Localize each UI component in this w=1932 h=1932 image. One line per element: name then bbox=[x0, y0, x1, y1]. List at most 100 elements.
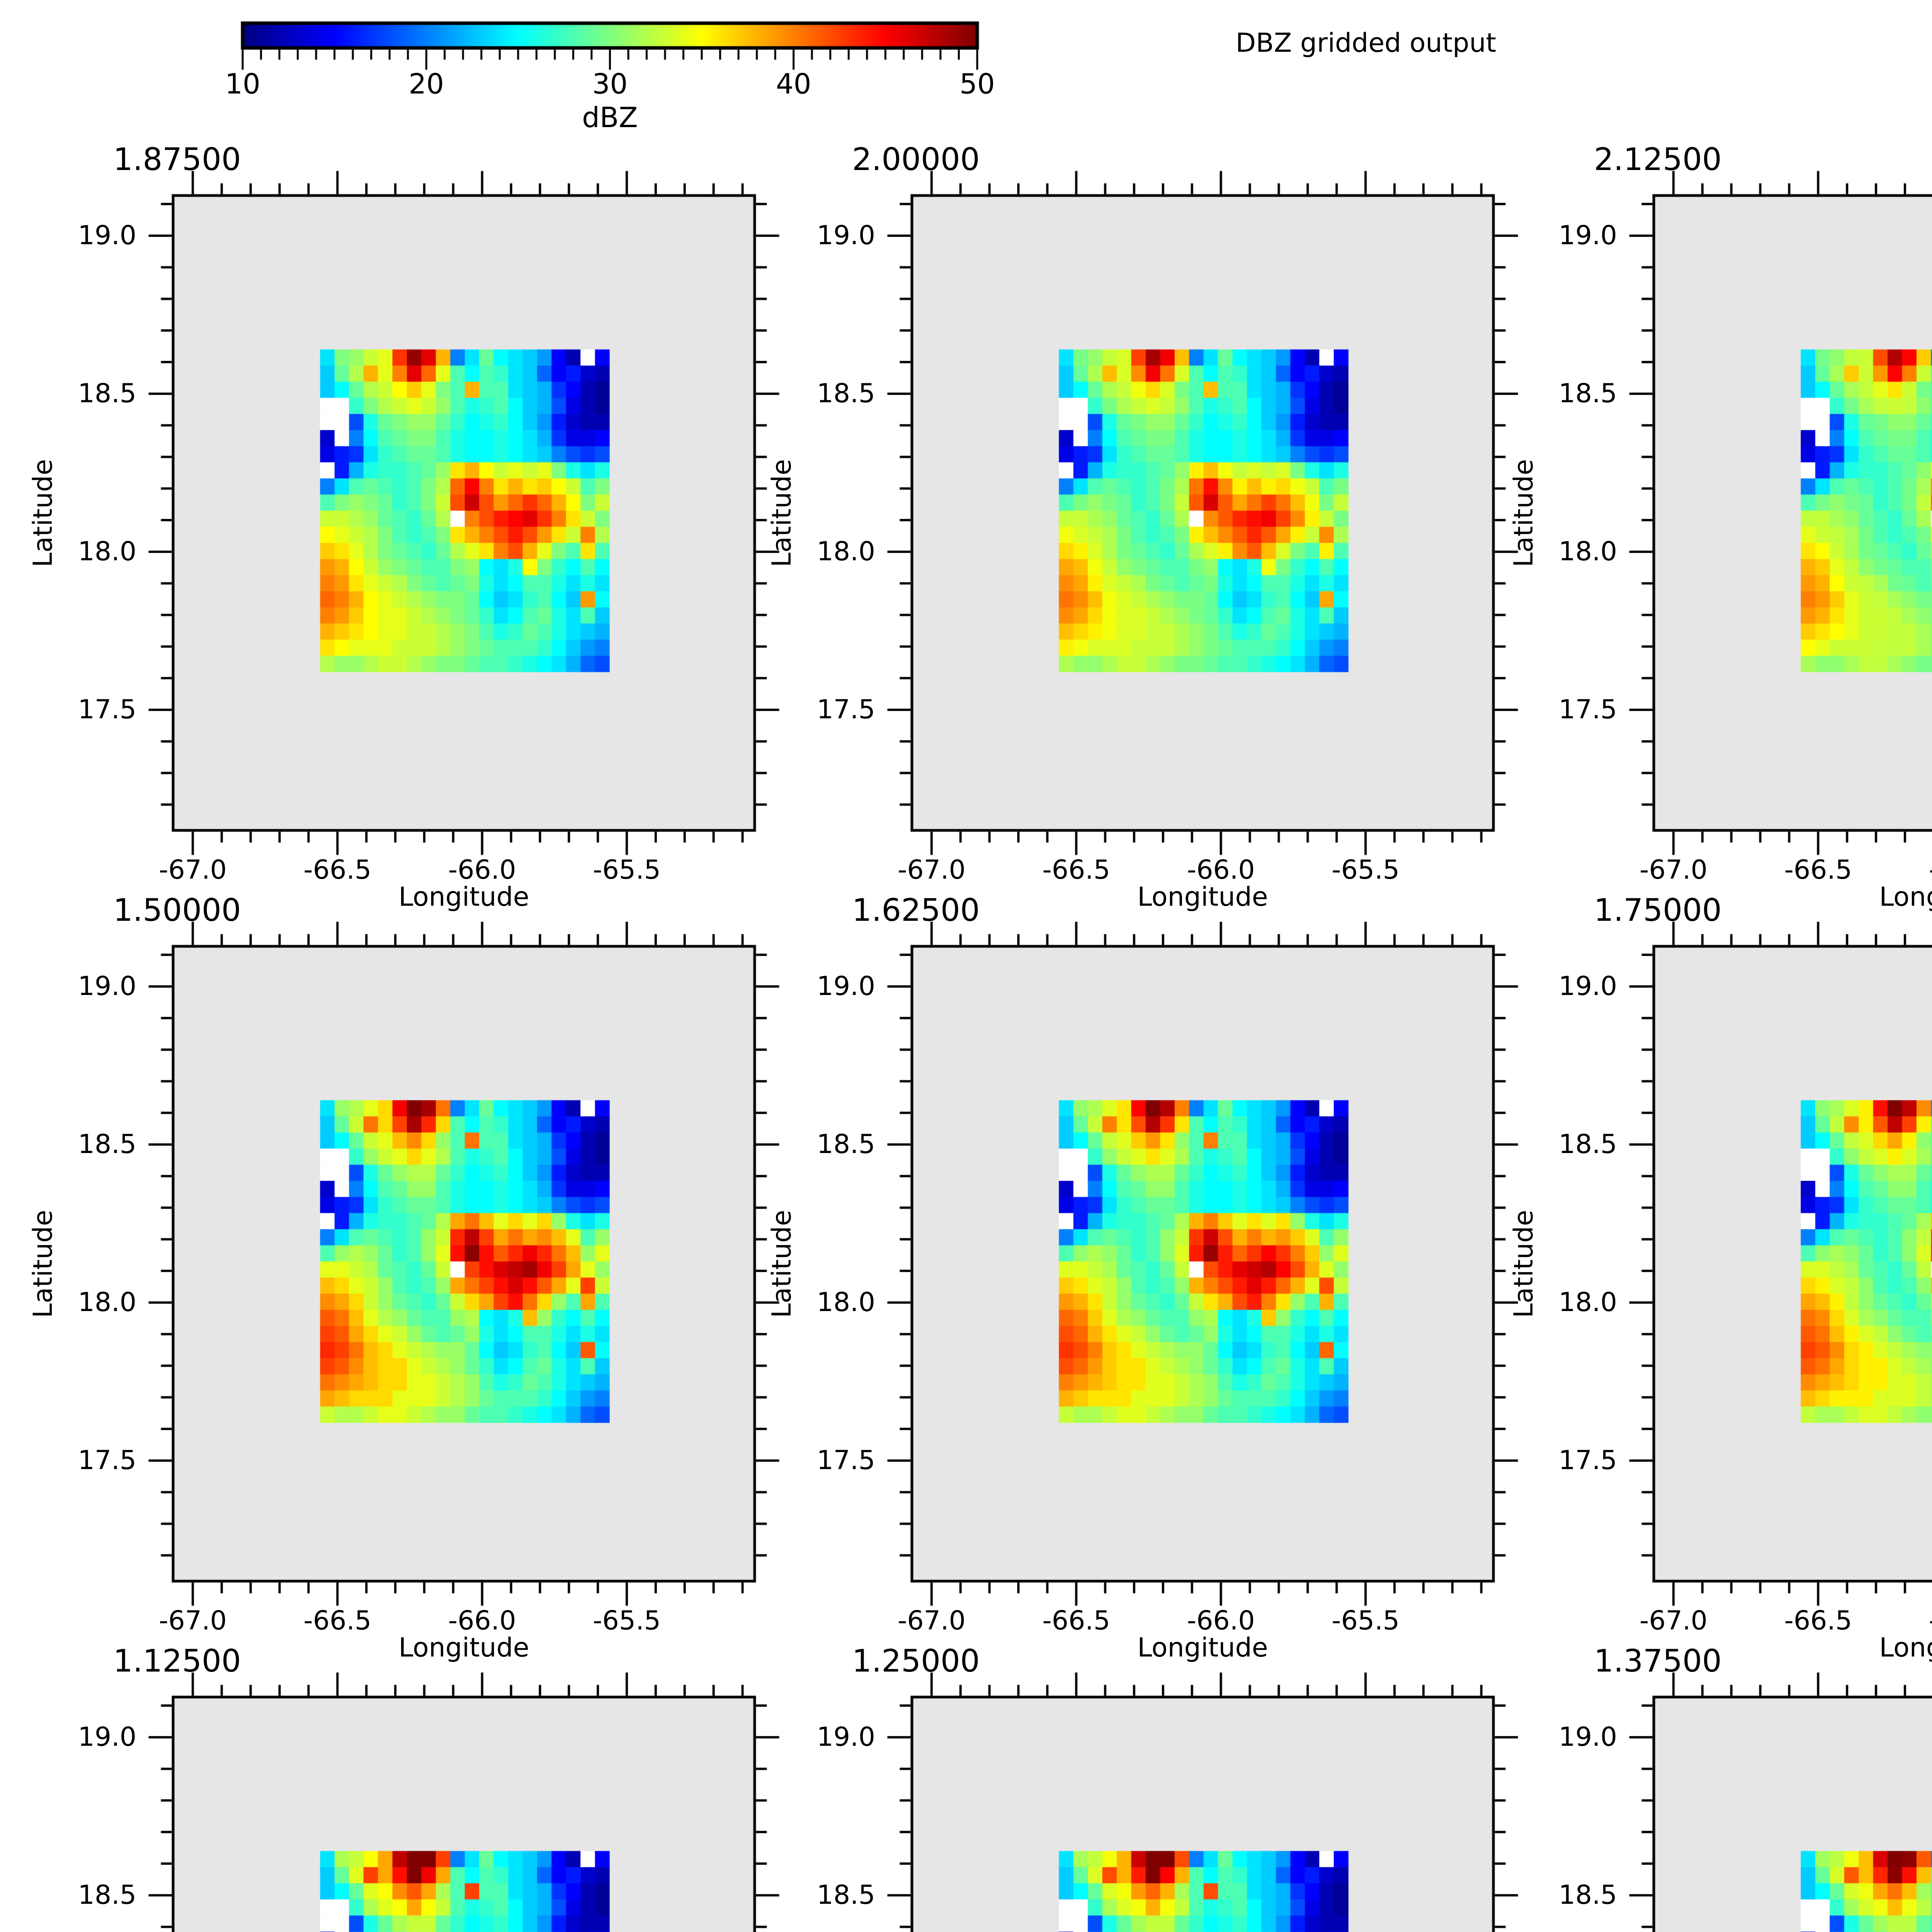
y-tick-label: 18.5 bbox=[1558, 1879, 1617, 1910]
colorbar-tick-label: 10 bbox=[225, 68, 260, 100]
x-tick-label: -66.5 bbox=[303, 1605, 372, 1636]
y-axis-title: Latitude bbox=[1509, 1209, 1539, 1318]
y-tick-label: 18.0 bbox=[816, 536, 875, 567]
x-tick-label: -66.5 bbox=[1784, 855, 1852, 885]
y-tick-label: 17.5 bbox=[78, 694, 136, 725]
x-tick-label: -66.0 bbox=[448, 855, 516, 885]
y-axis-title: Latitude bbox=[28, 459, 58, 567]
y-tick-label: 18.5 bbox=[1558, 378, 1617, 409]
radar-heatmap-canvas bbox=[1623, 165, 1932, 861]
x-tick-label: -66.5 bbox=[1042, 855, 1111, 885]
radar-heatmap-canvas bbox=[881, 1666, 1524, 1932]
x-axis-title: Longitude bbox=[398, 882, 529, 912]
radar-heatmap-canvas bbox=[1623, 915, 1932, 1612]
y-tick-label: 18.5 bbox=[1558, 1129, 1617, 1160]
x-axis-title: Longitude bbox=[1137, 1633, 1268, 1663]
y-tick-label: 17.5 bbox=[1558, 1445, 1617, 1476]
colorbar-tick-label: 30 bbox=[592, 68, 628, 100]
y-tick-label: 19.0 bbox=[816, 220, 875, 251]
y-tick-label: 18.5 bbox=[816, 1129, 875, 1160]
x-tick-label: -65.5 bbox=[1332, 1605, 1400, 1636]
x-tick-label: -67.0 bbox=[1639, 1605, 1708, 1636]
map-panel-1.50000: 1.50000 19.0 18.5 18.0 17.5 -67.0 -66.5 -66.0 -6… bbox=[28, 892, 786, 1663]
y-tick-label: 18.5 bbox=[816, 378, 875, 409]
map-panel-1.25000: 1.2500019.018.518.017.5-67.0-66.5-66.0-6… bbox=[817, 1643, 1524, 1932]
colorbar: dBZ 10 20 30 40 50 bbox=[225, 8, 1039, 170]
y-axis-title: Latitude bbox=[28, 1209, 58, 1318]
x-tick-label: -66.0 bbox=[1187, 855, 1255, 885]
y-tick-label: 17.5 bbox=[816, 1445, 875, 1476]
x-tick-label: -66.5 bbox=[1784, 1605, 1852, 1636]
colorbar-tick-label: 20 bbox=[408, 68, 444, 100]
y-tick-label: 19.0 bbox=[78, 971, 136, 1002]
x-tick-label: -65.5 bbox=[593, 1605, 661, 1636]
y-tick-label: 19.0 bbox=[816, 971, 875, 1002]
x-tick-label: -67.0 bbox=[897, 1605, 966, 1636]
y-tick-label: 18.5 bbox=[78, 1129, 136, 1160]
figure-title: DBZ gridded output bbox=[1235, 28, 1497, 58]
x-tick-label: -66.5 bbox=[1042, 1605, 1111, 1636]
y-tick-label: 19.0 bbox=[1558, 1721, 1617, 1752]
radar-heatmap-canvas bbox=[142, 1666, 786, 1932]
map-panel-2.00000: 2.00000 19.0 18.5 18.0 17.5 -67.0 -66.5 -66.0 -6… bbox=[767, 141, 1524, 912]
y-tick-label: 19.0 bbox=[1558, 220, 1617, 251]
panel-altitude-title: 1.50000 bbox=[113, 892, 241, 928]
x-tick-label: -67.0 bbox=[158, 855, 227, 885]
radar-heatmap-canvas bbox=[142, 165, 786, 861]
x-tick-label: -65.5 bbox=[593, 855, 661, 885]
map-panel-1.12500: 1.1250019.018.518.017.5-67.0-66.5-66.0-6… bbox=[78, 1643, 786, 1932]
map-panel-1.37500: 1.3750019.018.518.017.5-67.0-66.5-66.0-6… bbox=[1559, 1643, 1932, 1932]
y-axis-title: Latitude bbox=[1509, 459, 1539, 567]
y-tick-label: 19.0 bbox=[816, 1721, 875, 1752]
colorbar-tick-label: 40 bbox=[776, 68, 811, 100]
x-tick-label: -67.0 bbox=[1639, 855, 1708, 885]
y-tick-label: 19.0 bbox=[78, 220, 136, 251]
x-tick-label: -67.0 bbox=[158, 1605, 227, 1636]
x-axis-title: Longitude bbox=[398, 1633, 529, 1663]
colorbar-unit-label: dBZ bbox=[582, 101, 638, 134]
x-tick-label: -65.5 bbox=[1332, 855, 1400, 885]
y-tick-label: 19.0 bbox=[1558, 971, 1617, 1002]
x-tick-label: -66.0 bbox=[1901, 1604, 1932, 1638]
panel-altitude-title: 1.62500 bbox=[852, 892, 980, 928]
panel-altitude-title: 1.75000 bbox=[1594, 892, 1722, 928]
y-axis-title: Latitude bbox=[767, 459, 797, 567]
y-axis-title: Latitude bbox=[1508, 1899, 1540, 1932]
y-tick-label: 18.5 bbox=[816, 1879, 875, 1910]
y-tick-label: 17.5 bbox=[1558, 694, 1617, 725]
radar-heatmap-canvas bbox=[142, 915, 786, 1612]
panel-altitude-title: 2.12500 bbox=[1594, 141, 1722, 177]
y-tick-label: 17.5 bbox=[78, 1445, 136, 1476]
y-axis-title: Latitude bbox=[766, 1899, 798, 1932]
x-axis-title: Longitude bbox=[1879, 882, 1932, 912]
y-tick-label: 18.5 bbox=[78, 378, 136, 409]
y-tick-label: 17.5 bbox=[816, 694, 875, 725]
x-tick-label: -66.0 bbox=[448, 1605, 516, 1636]
panel-altitude-title: 1.87500 bbox=[113, 141, 241, 177]
x-tick-label: -67.0 bbox=[897, 855, 966, 885]
y-tick-label: 18.0 bbox=[78, 1287, 136, 1318]
y-axis-title: Latitude bbox=[767, 1209, 797, 1318]
x-axis-title: Longitude bbox=[1137, 882, 1268, 912]
y-tick-label: 19.0 bbox=[78, 1721, 136, 1752]
x-tick-label: -66.0 bbox=[1901, 853, 1932, 888]
map-panel-1.87500: 1.87500 19.0 18.5 18.0 17.5 -67.0 -66.5 -66.0 -6… bbox=[28, 141, 786, 912]
y-tick-label: 18.0 bbox=[816, 1287, 875, 1318]
y-tick-label: 18.0 bbox=[1558, 536, 1617, 567]
x-tick-label: -66.5 bbox=[303, 855, 372, 885]
map-panel-1.62500: 1.62500 19.0 18.5 18.0 17.5 -67.0 -66.5 -66.0 -6… bbox=[767, 892, 1524, 1663]
x-tick-label: -66.0 bbox=[1187, 1605, 1255, 1636]
panel-altitude-title: 1.25000 bbox=[852, 1643, 980, 1679]
panel-altitude-title: 1.12500 bbox=[113, 1643, 241, 1679]
map-panel-1.75000: 1.7500019.018.518.017.5-67.0-66.5-66.0-6… bbox=[1509, 892, 1932, 1663]
colorbar-gradient-canvas bbox=[228, 8, 1012, 77]
y-tick-label: 18.0 bbox=[78, 536, 136, 567]
panel-altitude-title: 1.37500 bbox=[1594, 1643, 1722, 1679]
y-tick-label: 18.0 bbox=[1558, 1287, 1617, 1318]
x-axis-title: Longitude bbox=[1879, 1633, 1932, 1663]
radar-heatmap-canvas bbox=[881, 915, 1524, 1612]
map-panel-2.12500: 2.1250019.018.518.017.5-67.0-66.5-66.0-6… bbox=[1509, 141, 1932, 912]
colorbar-tick-label: 50 bbox=[959, 68, 995, 100]
radar-heatmap-canvas bbox=[1623, 1666, 1932, 1932]
